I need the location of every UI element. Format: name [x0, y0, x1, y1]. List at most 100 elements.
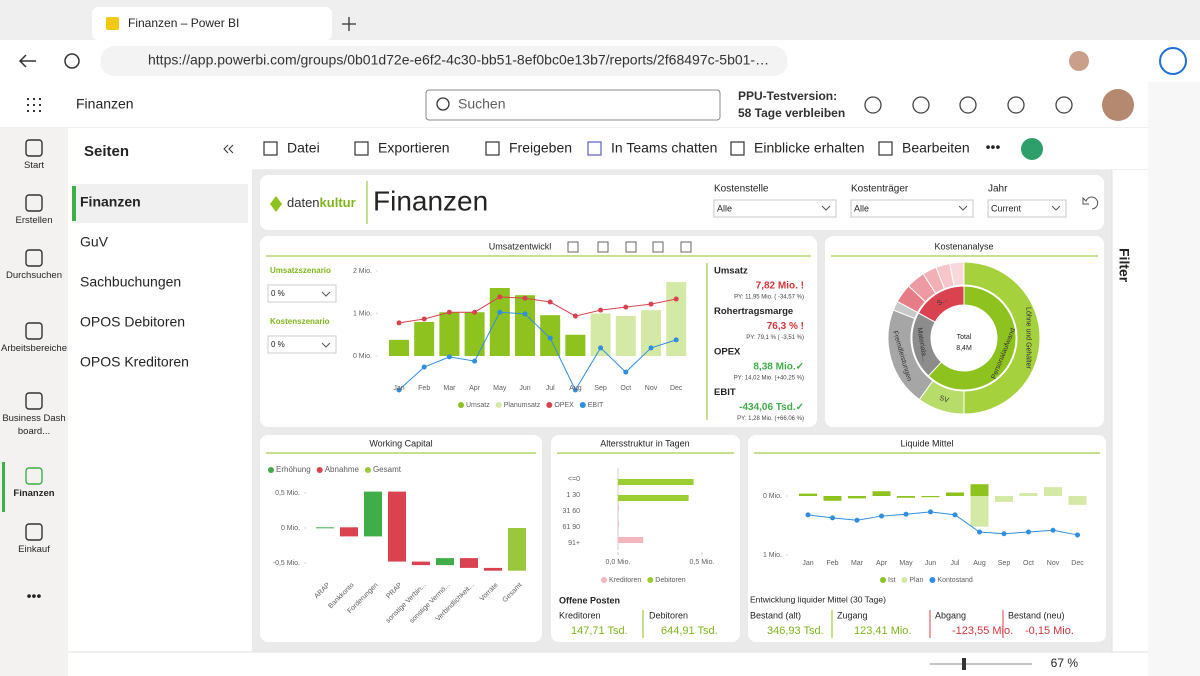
visual-header-icon[interactable]: [652, 241, 664, 253]
toolbar-icon: [587, 141, 602, 156]
toolbar-item[interactable]: Einblicke erhalten: [754, 140, 865, 156]
point: [421, 316, 427, 322]
zoom-thumb: [962, 658, 966, 670]
app-launcher[interactable]: [27, 98, 41, 112]
active-tab: [92, 7, 332, 40]
point: [472, 358, 478, 364]
nav-item[interactable]: Business Dashboard...: [2, 413, 66, 437]
legend-entry: Kontostand: [937, 577, 973, 584]
nav-item[interactable]: Einkauf: [18, 544, 50, 555]
filter-pane: [1112, 170, 1148, 652]
summary-label: Kreditoren: [559, 610, 601, 620]
point: [572, 313, 578, 319]
point: [1001, 531, 1007, 537]
nav-item[interactable]: Durchsuchen: [6, 270, 62, 281]
toolbar-item[interactable]: In Teams chatten: [611, 140, 717, 156]
avatar: [1069, 51, 1089, 71]
summary-value: 147,71 Tsd.: [571, 625, 628, 637]
reload[interactable]: [64, 53, 80, 69]
header-icon[interactable]: [864, 96, 882, 114]
visual-header-icon[interactable]: [597, 241, 609, 253]
point: [497, 309, 503, 315]
x-tick-label: Aug: [569, 385, 582, 392]
y-tick-label: 91+: [568, 540, 580, 547]
bar: [364, 491, 382, 537]
url[interactable]: https://app.powerbi.com/groups/0b01d72e-…: [148, 52, 769, 68]
scenario-label: Kostenszenario: [270, 317, 330, 326]
header-icon[interactable]: [1055, 96, 1073, 114]
toolbar-item[interactable]: Exportieren: [378, 140, 450, 156]
search-box: [425, 89, 721, 121]
collapse[interactable]: [223, 144, 234, 154]
point: [522, 295, 528, 301]
toolbar-item[interactable]: Bearbeiten: [902, 140, 970, 156]
visual-header-icon[interactable]: [625, 241, 637, 253]
new-tab[interactable]: [342, 17, 356, 31]
trial-info: PPU-Testversion:: [738, 89, 837, 103]
point: [497, 294, 503, 300]
point: [598, 307, 604, 313]
header-icon[interactable]: [912, 96, 930, 114]
x-tick-label: Dec: [670, 385, 683, 392]
bar: [799, 493, 817, 496]
page-item[interactable]: GuV: [80, 234, 109, 250]
nav-icon[interactable]: [25, 194, 43, 212]
x-tick-label: Jan: [802, 560, 813, 567]
toolbar-item[interactable]: Datei: [287, 140, 320, 156]
legend-marker: [268, 467, 274, 473]
x-tick-label: Jun: [925, 560, 936, 567]
page-active: [72, 184, 248, 223]
point: [648, 345, 654, 351]
bar: [508, 528, 526, 571]
page-item[interactable]: Sachbuchungen: [80, 274, 181, 290]
nav-icon[interactable]: [25, 467, 43, 485]
nav-icon[interactable]: [25, 249, 43, 267]
nav-item[interactable]: Erstellen: [15, 215, 53, 226]
nav-item[interactable]: Start: [23, 160, 45, 171]
toolbar-item[interactable]: Freigeben: [509, 140, 572, 156]
logo: datenkultur: [287, 195, 356, 210]
page-item[interactable]: OPOS Debitoren: [80, 314, 185, 330]
filter-pane-title[interactable]: Filter: [1116, 248, 1132, 283]
point: [547, 299, 553, 305]
bar: [823, 496, 842, 501]
visual-header-icon[interactable]: [567, 241, 579, 253]
bing[interactable]: [1159, 47, 1187, 75]
back[interactable]: [18, 54, 36, 68]
nav-icon[interactable]: [25, 322, 43, 340]
undo[interactable]: [1082, 196, 1099, 210]
tab-title[interactable]: Finanzen – Power BI: [128, 16, 239, 30]
point: [1050, 527, 1056, 533]
header-icon[interactable]: [959, 96, 977, 114]
center-label: Total: [957, 334, 972, 341]
nav-item[interactable]: Finanzen: [13, 488, 55, 499]
segment-label: Löhne und Gehälter: [1025, 307, 1032, 370]
legend-marker: [929, 577, 936, 583]
kpi-label: EBIT: [714, 387, 736, 398]
point: [421, 364, 427, 370]
header-icon[interactable]: [1007, 96, 1025, 114]
page-item[interactable]: OPOS Kreditoren: [80, 354, 189, 370]
bar: [389, 339, 409, 356]
legend-entry: Gesamt: [373, 465, 402, 474]
line: [398, 311, 677, 392]
legend-entry: Debitoren: [655, 577, 685, 584]
bar: [565, 334, 586, 356]
nav-icon[interactable]: [25, 139, 43, 157]
x-tick-label: 0,5 Mio.: [690, 559, 715, 566]
slicer-box: [850, 199, 974, 218]
nav-icon[interactable]: [25, 392, 43, 410]
visual-header-icon[interactable]: [680, 241, 692, 253]
summary-title: Entwicklung liquider Mittel (30 Tage): [750, 594, 886, 604]
toolbar-icon: [354, 141, 369, 156]
nav-item[interactable]: Arbeitsbereiche: [0, 343, 67, 354]
page-item[interactable]: Finanzen: [80, 194, 141, 210]
kpi-py: PY: 11,95 Mio. ( -34,57 %): [734, 295, 804, 301]
chevron: [1051, 205, 1061, 211]
chevron: [321, 291, 331, 297]
app-name[interactable]: Finanzen: [76, 96, 134, 112]
kpi-py: PY: 79,1 % ( -3,51 %): [746, 335, 804, 341]
refresh[interactable]: [1021, 138, 1043, 160]
pbi-icon: [106, 17, 119, 30]
nav-icon[interactable]: [25, 523, 43, 541]
